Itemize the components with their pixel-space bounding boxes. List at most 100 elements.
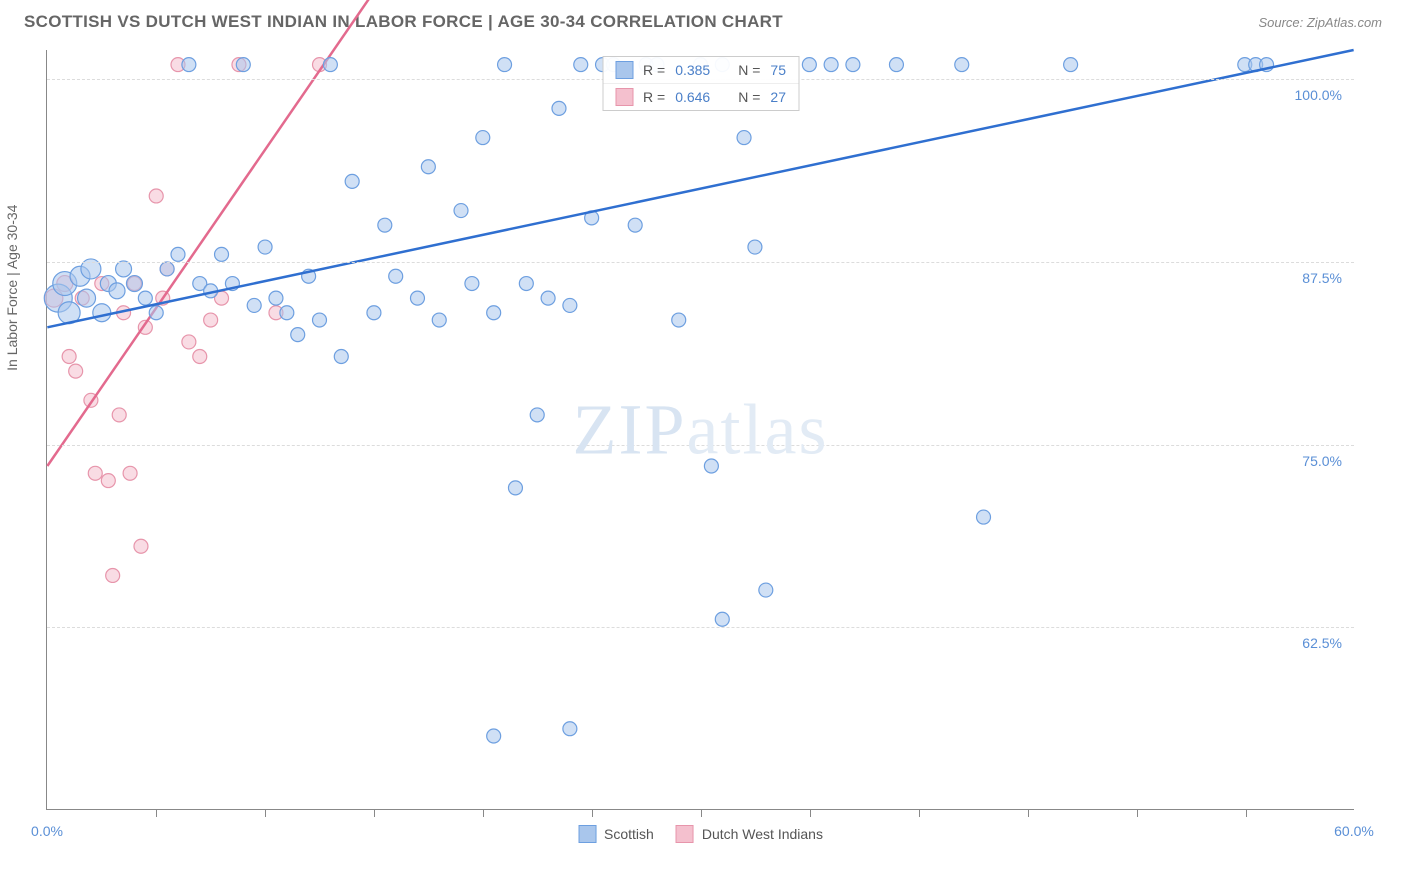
point-scottish (802, 58, 816, 72)
point-dwi (134, 539, 148, 553)
point-scottish (171, 247, 185, 261)
swatch-scottish (615, 61, 633, 79)
point-scottish (149, 306, 163, 320)
point-scottish (160, 262, 174, 276)
point-scottish (748, 240, 762, 254)
x-tick (483, 809, 484, 817)
point-scottish (704, 459, 718, 473)
legend-item-scottish: Scottish (578, 825, 654, 843)
y-tick-label: 100.0% (1295, 87, 1342, 103)
point-scottish (563, 722, 577, 736)
chart-title: SCOTTISH VS DUTCH WEST INDIAN IN LABOR F… (24, 12, 783, 32)
n-label: N = (738, 89, 760, 105)
x-min-label: 0.0% (31, 823, 63, 839)
point-scottish (563, 298, 577, 312)
r-label: R = (643, 62, 665, 78)
y-tick-label: 75.0% (1302, 453, 1342, 469)
point-scottish (889, 58, 903, 72)
point-dwi (193, 350, 207, 364)
point-scottish (508, 481, 522, 495)
point-scottish (291, 328, 305, 342)
point-scottish (487, 306, 501, 320)
point-dwi (123, 466, 137, 480)
n-value-dwi: 27 (770, 89, 786, 105)
point-dwi (182, 335, 196, 349)
r-value-scottish: 0.385 (675, 62, 710, 78)
swatch-scottish (578, 825, 596, 843)
point-scottish (498, 58, 512, 72)
point-scottish (421, 160, 435, 174)
point-dwi (204, 313, 218, 327)
legend-label-scottish: Scottish (604, 826, 654, 842)
point-scottish (955, 58, 969, 72)
n-value-scottish: 75 (770, 62, 786, 78)
point-scottish (78, 289, 96, 307)
point-dwi (62, 350, 76, 364)
point-scottish (389, 269, 403, 283)
point-scottish (715, 612, 729, 626)
point-scottish (258, 240, 272, 254)
point-scottish (465, 277, 479, 291)
point-scottish (280, 306, 294, 320)
point-scottish (530, 408, 544, 422)
y-tick-label: 62.5% (1302, 635, 1342, 651)
x-tick (1028, 809, 1029, 817)
legend-row-scottish: R = 0.385 N = 75 (603, 57, 798, 84)
y-tick-label: 87.5% (1302, 270, 1342, 286)
point-scottish (109, 283, 125, 299)
point-scottish (345, 174, 359, 188)
point-scottish (454, 204, 468, 218)
legend-bottom: Scottish Dutch West Indians (578, 825, 823, 843)
point-scottish (410, 291, 424, 305)
point-scottish (236, 58, 250, 72)
point-scottish (672, 313, 686, 327)
point-scottish (759, 583, 773, 597)
x-tick (592, 809, 593, 817)
x-tick (1246, 809, 1247, 817)
point-scottish (182, 58, 196, 72)
point-scottish (1064, 58, 1078, 72)
legend-stats-box: R = 0.385 N = 75 R = 0.646 N = 27 (602, 56, 799, 111)
point-dwi (88, 466, 102, 480)
x-max-label: 60.0% (1334, 823, 1374, 839)
point-scottish (367, 306, 381, 320)
point-scottish (552, 101, 566, 115)
n-label: N = (738, 62, 760, 78)
x-tick (919, 809, 920, 817)
point-scottish (313, 313, 327, 327)
point-scottish (116, 261, 132, 277)
point-dwi (112, 408, 126, 422)
point-dwi (149, 189, 163, 203)
r-label: R = (643, 89, 665, 105)
point-scottish (487, 729, 501, 743)
point-scottish (977, 510, 991, 524)
chart-plot-area: ZIPatlas R = 0.385 N = 75 R = 0.646 N = … (46, 50, 1354, 810)
legend-row-dwi: R = 0.646 N = 27 (603, 84, 798, 110)
point-scottish (432, 313, 446, 327)
x-tick (156, 809, 157, 817)
gridline (47, 445, 1354, 446)
source-label: Source: ZipAtlas.com (1258, 15, 1382, 30)
point-scottish (737, 131, 751, 145)
point-scottish (215, 247, 229, 261)
point-scottish (574, 58, 588, 72)
x-tick (374, 809, 375, 817)
x-tick (701, 809, 702, 817)
point-scottish (93, 304, 111, 322)
x-tick (810, 809, 811, 817)
y-axis-title: In Labor Force | Age 30-34 (4, 205, 20, 371)
point-scottish (269, 291, 283, 305)
point-scottish (824, 58, 838, 72)
swatch-dwi (676, 825, 694, 843)
point-scottish (476, 131, 490, 145)
scatter-svg (47, 50, 1354, 809)
x-tick (1137, 809, 1138, 817)
point-scottish (628, 218, 642, 232)
trendline-dwi (47, 0, 374, 466)
point-scottish (247, 298, 261, 312)
point-scottish (378, 218, 392, 232)
point-dwi (101, 474, 115, 488)
x-tick (265, 809, 266, 817)
gridline (47, 627, 1354, 628)
point-scottish (126, 276, 142, 292)
